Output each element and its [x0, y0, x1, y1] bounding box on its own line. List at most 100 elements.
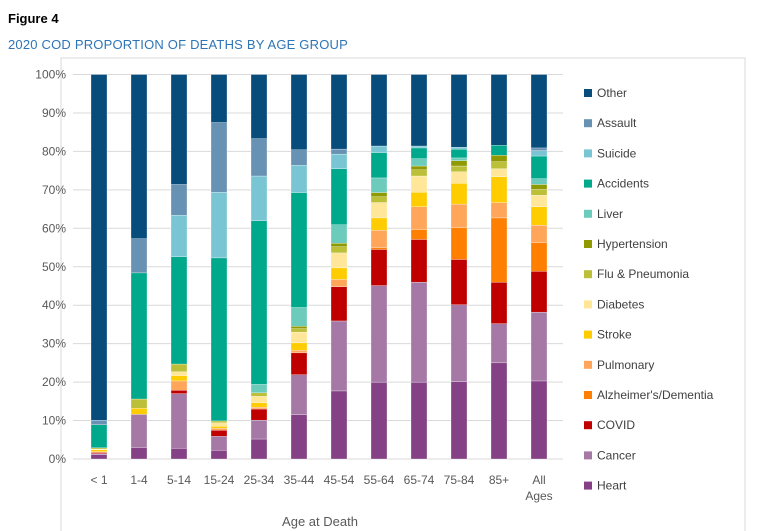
bar-segment-hypertension — [530, 184, 548, 190]
x-tick-label: 35-44 — [284, 473, 315, 487]
bar-segment-flu-pneumonia — [370, 196, 388, 203]
y-tick-label: 50% — [42, 260, 66, 274]
bar-segment-cancer — [290, 374, 308, 415]
bar-segment-pulmonary — [410, 206, 428, 230]
bar-segment-other — [210, 74, 228, 123]
bar-segment-diabetes — [250, 396, 268, 404]
bar-segment-pulmonary — [290, 350, 308, 354]
bar-segment-heart — [410, 381, 428, 460]
legend-label: Flu & Pneumonia — [597, 267, 689, 281]
bar-segment-covid — [290, 352, 308, 375]
bar-segment-pulmonary — [250, 406, 268, 410]
bar-segment-other — [90, 74, 108, 421]
bar-segment-diabetes — [330, 252, 348, 269]
bar-segment-accidents — [330, 168, 348, 225]
bar-segment-other — [130, 74, 148, 239]
bar-segment-other — [290, 74, 308, 151]
legend-label: Suicide — [597, 146, 637, 160]
x-tick-label: 45-54 — [324, 473, 355, 487]
bar-segment-diabetes — [490, 168, 508, 177]
bar-segment-suicide — [250, 175, 268, 221]
legend-label: Hypertension — [597, 237, 668, 251]
bar-segment-pulmonary — [530, 225, 548, 243]
bar-segment-cancer — [490, 323, 508, 364]
bar-segment-suicide — [410, 145, 428, 149]
bar-segment-accidents — [170, 256, 188, 365]
legend-label: Diabetes — [597, 297, 644, 311]
bar-segment-flu-pneumonia — [210, 420, 228, 424]
bar-segment-liver — [250, 384, 268, 394]
bar-segment-flu-pneumonia — [450, 165, 468, 172]
bar-segment-accidents — [410, 147, 428, 159]
bar-segment-accidents — [530, 155, 548, 179]
x-tick-label: 75-84 — [444, 473, 475, 487]
bar-segment-covid — [250, 408, 268, 421]
bar-segment-suicide — [290, 165, 308, 193]
bar-segment-heart — [490, 362, 508, 460]
bar-segment-covid — [210, 430, 228, 437]
bar-segment-cancer — [130, 414, 148, 448]
x-tick-label: 1-4 — [130, 473, 148, 487]
bar-segment-cancer — [370, 285, 388, 383]
legend-label: Alzheimer's/Dementia — [597, 388, 714, 402]
x-tick-label: 15-24 — [204, 473, 235, 487]
bar-segment-heart — [370, 381, 388, 460]
bar-segment-heart — [170, 448, 188, 460]
x-tick-label-line2: Ages — [525, 489, 552, 503]
bar-segment-assault — [90, 420, 108, 425]
bar-segment-assault — [210, 122, 228, 193]
bar-segment-other — [450, 74, 468, 148]
legend-swatch — [584, 300, 592, 309]
bar-segment-cancer — [250, 420, 268, 440]
bar-segment-hypertension — [450, 160, 468, 167]
bar-segment-alzheimer-s-dementia — [490, 217, 508, 283]
bar-segment-accidents — [250, 220, 268, 385]
bar-segment-accidents — [290, 192, 308, 308]
bar-segment-assault — [170, 184, 188, 216]
bar-segment-cancer — [530, 311, 548, 382]
bar-segment-stroke — [410, 192, 428, 207]
y-tick-label: 80% — [42, 144, 66, 158]
x-tick-label: 25-34 — [244, 473, 275, 487]
bar-segment-assault — [290, 149, 308, 166]
bar-segment-heart — [330, 390, 348, 460]
legend-label: Other — [597, 86, 627, 100]
bar-segment-flu-pneumonia — [290, 328, 308, 333]
bar-segment-accidents — [210, 257, 228, 422]
bar-segment-other — [490, 74, 508, 146]
x-tick-label: 65-74 — [404, 473, 435, 487]
bar-segment-stroke — [530, 206, 548, 226]
bar-segment-heart — [210, 450, 228, 460]
y-tick-label: 0% — [49, 452, 67, 466]
legend-swatch — [584, 270, 592, 279]
x-tick-label: All — [532, 473, 545, 487]
legend-label: Pulmonary — [597, 358, 654, 372]
y-tick-label: 90% — [42, 106, 66, 120]
bar-segment-suicide — [330, 153, 348, 169]
bar-segment-alzheimer-s-dementia — [450, 227, 468, 260]
legend-label: Accidents — [597, 177, 649, 191]
legend-swatch — [584, 119, 592, 128]
y-tick-label: 30% — [42, 337, 66, 351]
bar-segment-stroke — [330, 267, 348, 280]
bar-segment-cancer — [410, 281, 428, 383]
bar-segment-accidents — [490, 145, 508, 156]
bar-segment-other — [530, 74, 548, 149]
y-tick-label: 60% — [42, 221, 66, 235]
bar-segment-stroke — [170, 375, 188, 382]
bar-segment-diabetes — [410, 175, 428, 193]
legend-swatch — [584, 149, 592, 158]
bar-segment-hypertension — [490, 155, 508, 162]
bar-segment-assault — [130, 238, 148, 274]
bar-segment-pulmonary — [370, 230, 388, 248]
bar-segment-accidents — [370, 152, 388, 179]
chart-frame — [60, 57, 746, 531]
bar-segment-flu-pneumonia — [130, 398, 148, 409]
legend-swatch — [584, 240, 592, 248]
bar-segment-hypertension — [290, 326, 308, 329]
bar-segment-other — [370, 74, 388, 147]
bar-segment-covid — [90, 452, 108, 454]
x-tick-label: 5-14 — [167, 473, 191, 487]
bar-segment-alzheimer-s-dementia — [370, 247, 388, 250]
bar-segment-liver — [410, 158, 428, 167]
